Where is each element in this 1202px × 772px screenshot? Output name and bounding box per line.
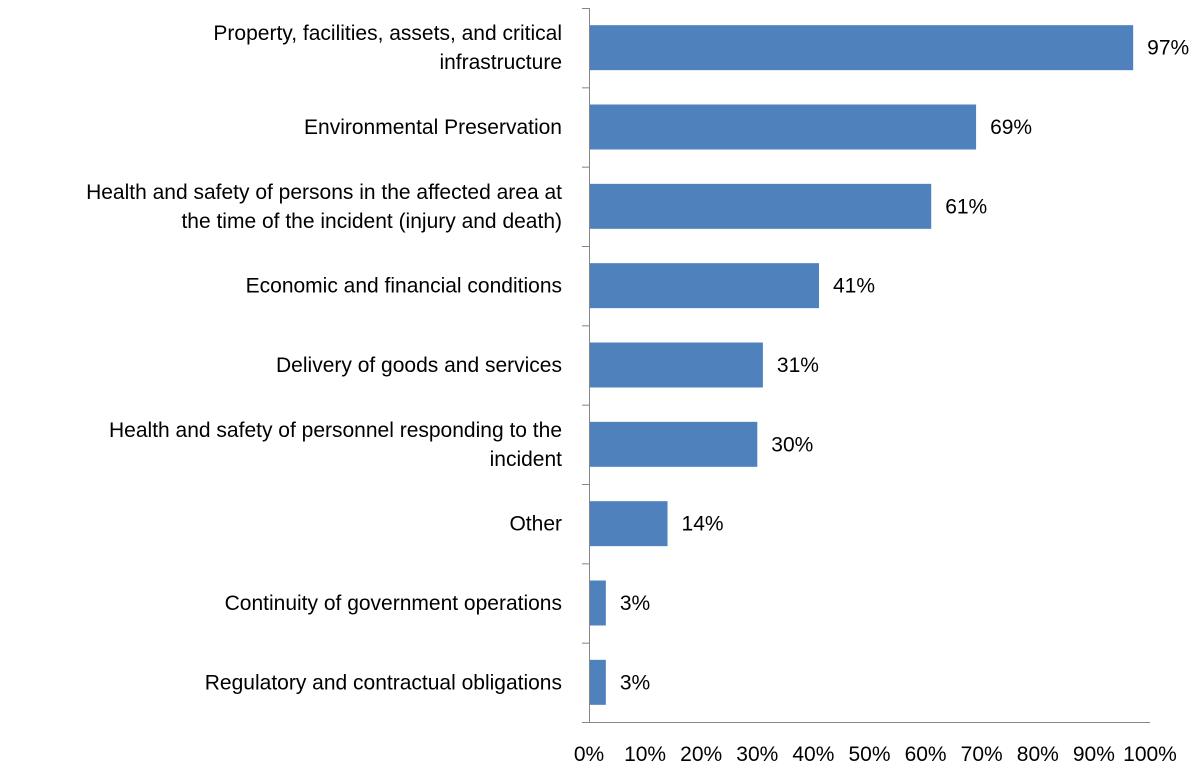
data-label-1: 97% xyxy=(1147,37,1189,60)
category-label-4: Economic and financial conditions xyxy=(246,275,562,298)
data-label-2: 69% xyxy=(990,116,1032,139)
bars-group xyxy=(589,25,1134,705)
x-tick-label-30: 30% xyxy=(736,743,778,766)
bar-7 xyxy=(589,501,668,547)
category-label-2: Environmental Preservation xyxy=(304,116,562,139)
bar-8 xyxy=(589,580,606,626)
data-labels-group: 97% 69% 61% 41% 31% 30% 14% 3% 3% xyxy=(620,37,1189,695)
x-tick-label-50: 50% xyxy=(848,743,890,766)
category-label-8: Continuity of government operations xyxy=(225,592,562,615)
x-tick-label-100: 100% xyxy=(1123,743,1177,766)
category-label-5: Delivery of goods and services xyxy=(276,354,562,377)
bar-3 xyxy=(589,183,932,229)
data-label-4: 41% xyxy=(833,275,875,298)
category-label-9: Regulatory and contractual obligations xyxy=(205,671,562,694)
category-label-7: Other xyxy=(509,513,562,536)
category-label-1: Property, facilities, assets, and critic… xyxy=(213,22,562,74)
data-label-3: 61% xyxy=(945,195,987,218)
bar-9 xyxy=(589,659,606,705)
x-tick-label-20: 20% xyxy=(680,743,722,766)
x-tick-label-60: 60% xyxy=(905,743,947,766)
x-tick-label-10: 10% xyxy=(624,743,666,766)
tick-labels-group: 0% 10% 20% 30% 40% 50% 60% 70% 80% 90% 100% xyxy=(574,743,1177,766)
bar-5 xyxy=(589,342,763,388)
data-label-8: 3% xyxy=(620,592,650,615)
category-label-3: Health and safety of persons in the affe… xyxy=(86,181,562,233)
bar-2 xyxy=(589,104,977,150)
data-label-7: 14% xyxy=(682,513,724,536)
x-tick-label-70: 70% xyxy=(961,743,1003,766)
data-label-9: 3% xyxy=(620,671,650,694)
category-label-6: Health and safety of personnel respondin… xyxy=(109,419,562,471)
data-label-6: 30% xyxy=(771,433,813,456)
bar-4 xyxy=(589,263,820,309)
x-tick-label-90: 90% xyxy=(1073,743,1115,766)
data-label-5: 31% xyxy=(777,354,819,377)
bar-1 xyxy=(589,25,1134,71)
x-tick-label-40: 40% xyxy=(792,743,834,766)
bar-6 xyxy=(589,421,758,467)
x-tick-label-80: 80% xyxy=(1017,743,1059,766)
x-tick-label-0: 0% xyxy=(574,743,604,766)
axes-group xyxy=(582,8,1150,723)
category-labels-group: Property, facilities, assets, and critic… xyxy=(86,22,562,694)
